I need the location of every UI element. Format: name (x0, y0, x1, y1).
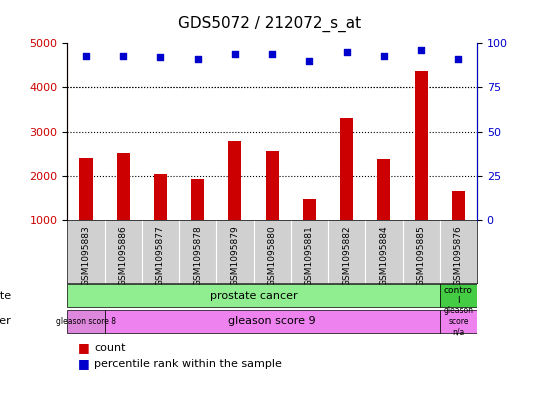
Text: GSM1095879: GSM1095879 (231, 225, 239, 286)
Text: other: other (0, 316, 11, 326)
Text: GDS5072 / 212072_s_at: GDS5072 / 212072_s_at (178, 16, 361, 32)
Bar (303, 199, 316, 264)
Bar (377, 159, 390, 264)
Text: ■: ■ (78, 357, 90, 370)
Point (82, 52, 91, 59)
Point (194, 56, 202, 62)
Bar (229, 141, 241, 264)
Text: count: count (94, 343, 126, 353)
Text: contro
l: contro l (444, 286, 473, 305)
Point (454, 56, 462, 62)
Bar (414, 71, 427, 264)
Point (417, 47, 425, 53)
Text: GSM1095880: GSM1095880 (268, 225, 277, 286)
Point (119, 52, 128, 59)
Bar (117, 153, 130, 264)
Text: GSM1095883: GSM1095883 (81, 225, 91, 286)
Text: gleason
score
n/a: gleason score n/a (444, 307, 473, 336)
Text: GSM1095878: GSM1095878 (193, 225, 202, 286)
Text: GSM1095876: GSM1095876 (454, 225, 463, 286)
Text: GSM1095885: GSM1095885 (417, 225, 426, 286)
Bar (191, 179, 204, 264)
FancyBboxPatch shape (440, 284, 477, 307)
Text: ■: ■ (78, 341, 90, 354)
FancyBboxPatch shape (105, 310, 440, 333)
FancyBboxPatch shape (67, 310, 105, 333)
Text: GSM1095886: GSM1095886 (119, 225, 128, 286)
Point (231, 51, 239, 57)
Bar (340, 118, 353, 264)
Text: GSM1095881: GSM1095881 (305, 225, 314, 286)
Bar (266, 151, 279, 264)
FancyBboxPatch shape (440, 310, 477, 333)
Text: gleason score 9: gleason score 9 (229, 316, 316, 326)
Point (156, 54, 165, 61)
Point (379, 52, 388, 59)
Text: percentile rank within the sample: percentile rank within the sample (94, 358, 282, 369)
Text: GSM1095877: GSM1095877 (156, 225, 165, 286)
Text: GSM1095882: GSM1095882 (342, 225, 351, 286)
Bar (79, 158, 93, 264)
Text: prostate cancer: prostate cancer (210, 291, 298, 301)
Point (305, 58, 314, 64)
Text: disease state: disease state (0, 291, 11, 301)
Text: gleason score 8: gleason score 8 (56, 317, 116, 326)
Text: GSM1095884: GSM1095884 (379, 225, 389, 286)
FancyBboxPatch shape (67, 284, 440, 307)
Point (268, 51, 277, 57)
Bar (154, 174, 167, 264)
Point (342, 49, 351, 55)
Bar (452, 191, 465, 264)
